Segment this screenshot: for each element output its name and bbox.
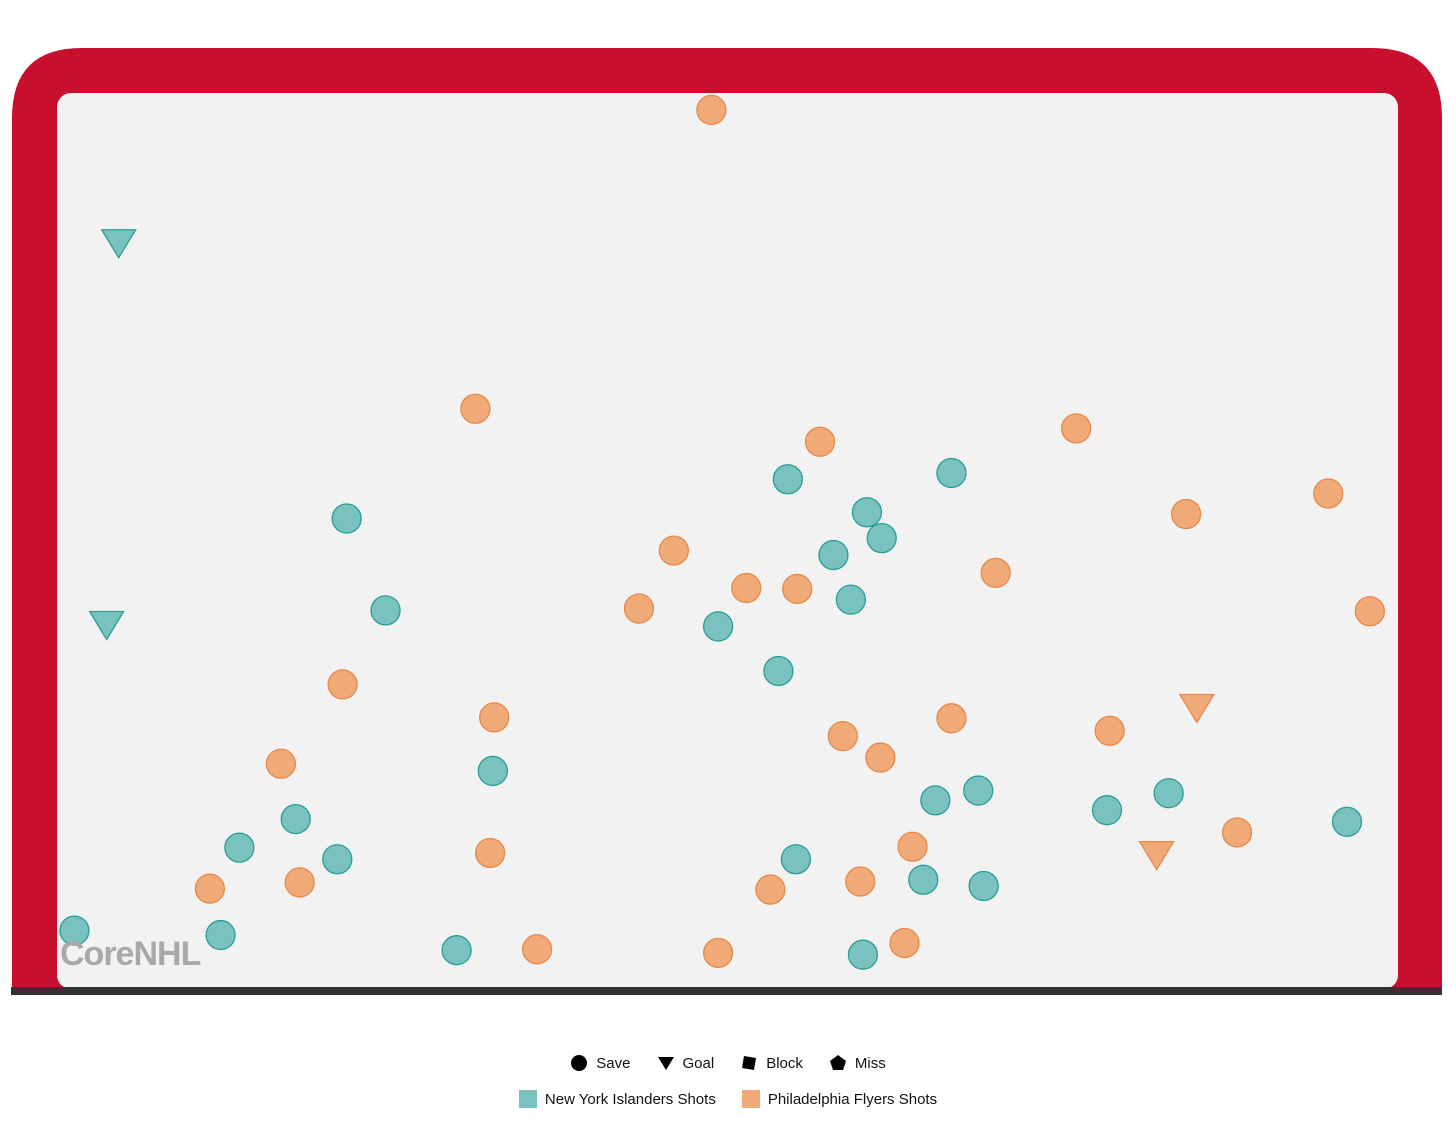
islanders-save-marker[interactable] xyxy=(920,785,951,816)
flyers-save-marker[interactable] xyxy=(845,866,876,897)
islanders-save-marker[interactable] xyxy=(280,803,311,835)
flyers-save-marker[interactable] xyxy=(460,393,491,424)
flyers-save-marker[interactable] xyxy=(521,934,553,965)
flyers-save-marker[interactable] xyxy=(897,831,928,862)
islanders-save-marker[interactable] xyxy=(847,939,879,970)
team-legend: New York Islanders Shots Philadelphia Fl… xyxy=(0,1090,1456,1108)
shot-chart xyxy=(11,48,1442,995)
flyers-save-marker[interactable] xyxy=(804,426,836,457)
goal-interior xyxy=(57,93,1398,989)
legend-flyers-label: Philadelphia Flyers Shots xyxy=(767,1090,938,1108)
islanders-save-marker[interactable] xyxy=(908,864,939,895)
legend-save-label: Save xyxy=(596,1054,631,1072)
flyers-save-marker[interactable] xyxy=(1061,413,1092,444)
flyers-save-marker[interactable] xyxy=(696,94,727,126)
islanders-save-marker[interactable] xyxy=(1153,778,1184,809)
islanders-save-marker[interactable] xyxy=(818,539,849,571)
flyers-save-marker[interactable] xyxy=(1221,817,1253,848)
flyers-save-marker[interactable] xyxy=(889,927,920,959)
legend-block[interactable]: Block xyxy=(740,1054,803,1072)
islanders-save-marker[interactable] xyxy=(835,584,867,615)
islanders-save-marker[interactable] xyxy=(370,595,401,626)
islanders-save-marker[interactable] xyxy=(866,522,897,554)
legend-block-label: Block xyxy=(766,1054,803,1072)
flyers-save-marker[interactable] xyxy=(702,937,734,969)
flyers-save-marker[interactable] xyxy=(474,837,506,869)
flyers-save-marker[interactable] xyxy=(1313,478,1344,509)
legend-flyers[interactable]: Philadelphia Flyers Shots xyxy=(741,1090,938,1108)
islanders-save-marker[interactable] xyxy=(1331,806,1363,837)
flyers-save-marker[interactable] xyxy=(980,557,1011,589)
flyers-save-marker[interactable] xyxy=(1094,715,1125,746)
goal-line xyxy=(11,987,1442,995)
flyers-goal-marker[interactable] xyxy=(1178,693,1216,724)
islanders-save-marker[interactable] xyxy=(763,655,794,687)
legend-goal-label: Goal xyxy=(682,1054,715,1072)
corenhl-logo: CoreNHL xyxy=(60,935,201,973)
islanders-save-marker[interactable] xyxy=(968,870,999,902)
pentagon-icon xyxy=(829,1055,846,1070)
islanders-save-marker[interactable] xyxy=(936,457,967,489)
flyers-save-marker[interactable] xyxy=(284,867,315,898)
islanders-save-marker[interactable] xyxy=(322,844,353,875)
legend-goal[interactable]: Goal xyxy=(657,1054,715,1072)
legend-miss[interactable]: Miss xyxy=(829,1054,886,1072)
shape-legend: Save Goal Block Miss xyxy=(0,1054,1456,1072)
flyers-save-marker[interactable] xyxy=(479,702,510,733)
islanders-save-marker[interactable] xyxy=(772,464,803,495)
shot-markers xyxy=(59,94,1385,970)
islanders-save-marker[interactable] xyxy=(441,935,472,966)
islanders-save-marker[interactable] xyxy=(851,497,883,528)
islanders-save-marker[interactable] xyxy=(963,775,994,806)
islanders-save-marker[interactable] xyxy=(1091,795,1123,826)
flyers-save-marker[interactable] xyxy=(265,748,297,779)
flyers-swatch xyxy=(741,1090,760,1108)
islanders-goal-marker[interactable] xyxy=(100,229,137,260)
legend-save[interactable]: Save xyxy=(570,1054,631,1072)
islanders-save-marker[interactable] xyxy=(331,503,362,534)
legend-islanders-label: New York Islanders Shots xyxy=(544,1090,716,1108)
goal-frame xyxy=(11,48,1442,995)
square-icon xyxy=(742,1056,757,1070)
islanders-save-marker[interactable] xyxy=(780,844,812,875)
circle-icon xyxy=(571,1055,588,1071)
legend-miss-label: Miss xyxy=(854,1054,886,1072)
flyers-save-marker[interactable] xyxy=(755,874,786,905)
flyers-save-marker[interactable] xyxy=(827,720,858,752)
flyers-save-marker[interactable] xyxy=(782,573,813,605)
flyers-save-marker[interactable] xyxy=(623,593,655,624)
flyers-save-marker[interactable] xyxy=(865,742,896,773)
islanders-save-marker[interactable] xyxy=(224,832,255,863)
flyers-save-marker[interactable] xyxy=(658,535,690,566)
islanders-swatch xyxy=(518,1090,537,1108)
flyers-save-marker[interactable] xyxy=(1354,596,1385,627)
flyers-save-marker[interactable] xyxy=(327,669,358,700)
flyers-save-marker[interactable] xyxy=(731,572,762,604)
flyers-save-marker[interactable] xyxy=(194,873,226,904)
islanders-save-marker[interactable] xyxy=(477,755,508,787)
flyers-save-marker[interactable] xyxy=(1170,498,1202,530)
islanders-save-marker[interactable] xyxy=(59,915,90,946)
islanders-goal-marker[interactable] xyxy=(88,610,125,641)
flyers-save-marker[interactable] xyxy=(936,703,967,734)
legend-islanders[interactable]: New York Islanders Shots xyxy=(518,1090,716,1108)
islanders-save-marker[interactable] xyxy=(702,611,734,642)
islanders-save-marker[interactable] xyxy=(205,919,236,951)
flyers-goal-marker[interactable] xyxy=(1138,841,1175,871)
triangle-down-icon xyxy=(657,1057,674,1070)
